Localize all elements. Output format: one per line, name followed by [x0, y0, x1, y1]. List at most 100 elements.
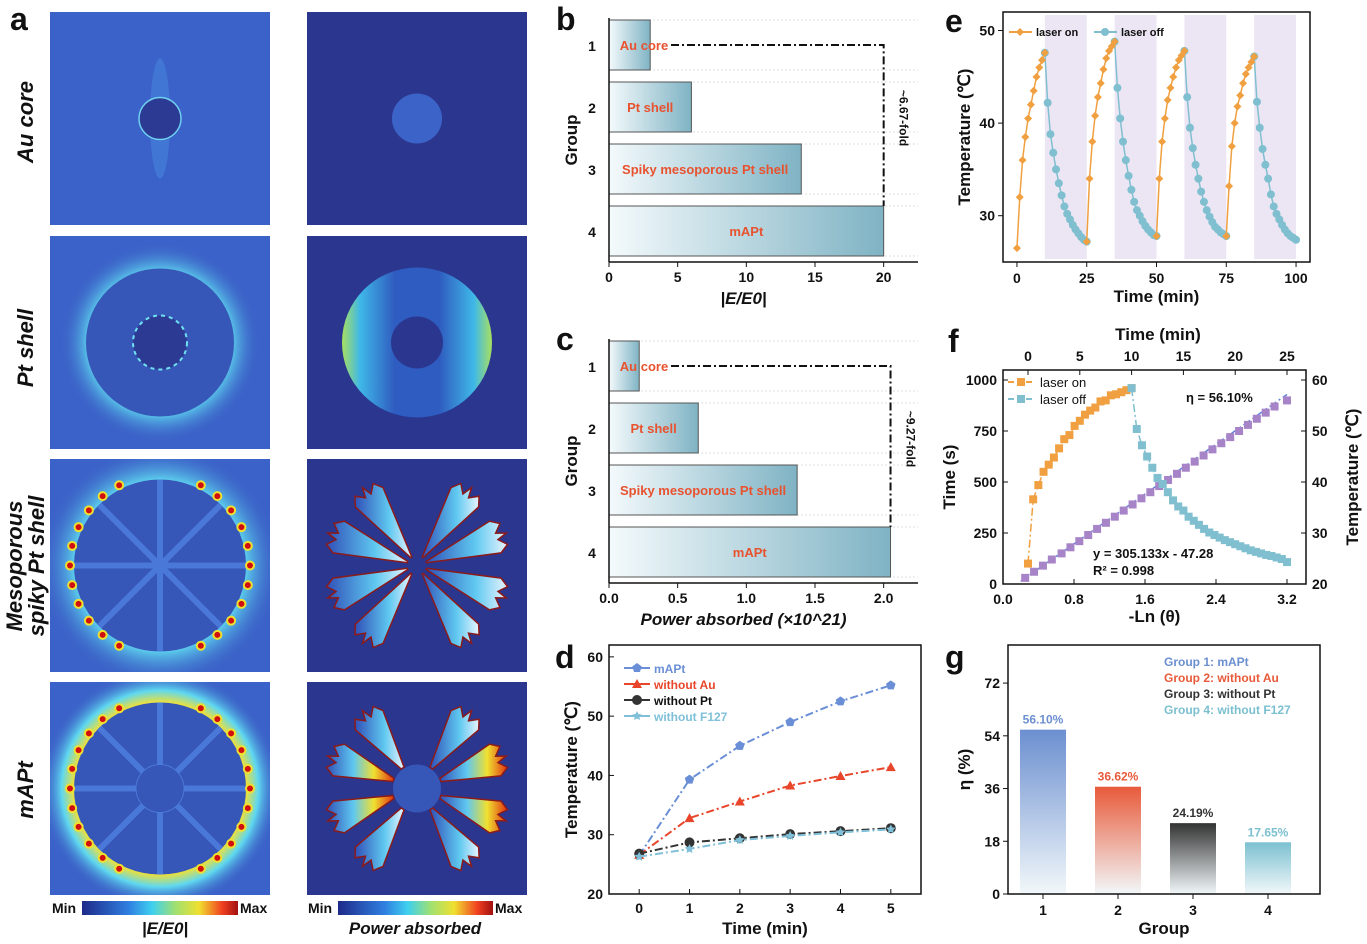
pore-channel — [97, 563, 163, 629]
top-x-tick-label: 25 — [1279, 348, 1295, 364]
marker-square — [1021, 573, 1030, 582]
marker-diamond — [1035, 63, 1044, 72]
marker-square — [1164, 475, 1173, 484]
marker-circle — [632, 695, 642, 705]
fit-equation: y = 305.133x - 47.28 — [1093, 546, 1213, 561]
marker-square — [1039, 467, 1048, 476]
spike-wedge — [354, 705, 405, 770]
marker-diamond — [1172, 63, 1181, 72]
hotspot — [67, 763, 78, 774]
hotspot — [245, 783, 255, 794]
marker-diamond — [1250, 52, 1259, 61]
x-tick-label: 0 — [605, 269, 613, 285]
legend-label: without Pt — [653, 694, 712, 708]
y-tick-label: 0 — [992, 886, 1000, 902]
x-tick-label: 2.4 — [1206, 591, 1226, 607]
x-tick-label: 25 — [1079, 270, 1095, 286]
spike-wedge — [325, 567, 409, 611]
marker-square — [1283, 396, 1291, 405]
marker-square — [1174, 502, 1183, 511]
marker-star — [886, 824, 896, 834]
spike-wedge — [421, 482, 480, 559]
right-y-axis-label: Temperature (℃) — [1343, 409, 1362, 546]
marker-square — [1075, 416, 1084, 425]
right-y-tick-label: 50 — [1312, 423, 1328, 439]
bar-label: Pt shell — [627, 100, 673, 115]
bar — [608, 464, 798, 516]
marker-triangle — [632, 679, 642, 688]
marker-square — [1261, 408, 1270, 417]
bar — [608, 143, 802, 195]
marker-square — [1060, 435, 1069, 444]
marker-square — [1235, 427, 1244, 435]
marker-square — [1017, 378, 1025, 386]
chart-g: 56.10% 1 36.62% 2 24.19% 3 17.65% 4 Group 1: mAP… — [955, 644, 1321, 938]
laser-off-point — [1119, 137, 1128, 146]
marker-diamond — [1026, 100, 1035, 109]
marker-square — [1163, 488, 1172, 497]
series-line — [639, 828, 891, 858]
marker-diamond — [1227, 142, 1236, 151]
y-tick-label: 50 — [587, 708, 603, 724]
marker-circle — [684, 837, 695, 848]
x-tick-label: 3 — [1189, 902, 1197, 918]
row-label-mesoporous: Mesoporous — [2, 501, 27, 632]
marker-square — [1127, 384, 1136, 393]
map-background — [307, 459, 527, 672]
y-tick-label: 1000 — [966, 372, 997, 388]
x-axis-label: Time (min) — [1114, 287, 1200, 306]
x-tick-label: 0.8 — [1064, 591, 1084, 607]
marker-square — [1190, 457, 1199, 466]
y-axis-label: Group — [562, 436, 581, 487]
map-content — [50, 459, 270, 672]
x-axis-label: |E/E0| — [720, 289, 766, 308]
bar-label: mAPt — [729, 224, 764, 239]
x-tick-label: 2 — [1114, 902, 1122, 918]
x-tick-label: 1.6 — [1135, 591, 1155, 607]
x-tick-label: 0.0 — [993, 591, 1013, 607]
x-tick-label: 75 — [1218, 270, 1234, 286]
row-label-pt-shell: Pt shell — [13, 308, 38, 387]
bar-label: Au core — [620, 359, 668, 374]
legend-label-laser-off: laser off — [1040, 392, 1086, 407]
marker-triangle — [684, 813, 695, 823]
top-x-tick-label: 5 — [1076, 348, 1084, 364]
x-tick-label: 2.0 — [874, 590, 894, 606]
marker-star — [634, 851, 644, 861]
marker-square — [1158, 480, 1167, 489]
marker-square — [1047, 555, 1056, 564]
y-axis-label: Time (s) — [940, 445, 959, 510]
legend-label-laser-on: laser on — [1040, 375, 1086, 390]
bar-value-label: 17.65% — [1248, 825, 1289, 839]
marker-square — [1241, 544, 1250, 553]
spike-wedge — [354, 482, 413, 559]
marker-square — [1091, 403, 1100, 412]
marker-diamond — [1236, 91, 1245, 100]
y-tick-label: 36 — [984, 781, 1000, 797]
efficiency-annotation: η = 56.10% — [1186, 390, 1253, 405]
marker-diamond — [1239, 79, 1248, 88]
map-content — [50, 682, 270, 895]
marker-square — [1143, 452, 1152, 461]
marker-diamond — [1018, 156, 1027, 165]
marker-square — [1277, 555, 1286, 564]
marker-square — [1075, 537, 1084, 546]
y-tick-label: 72 — [984, 675, 1000, 691]
chart-b: Au core 1 Pt shell 2 Spiky mesoporous Pt she… — [562, 18, 918, 308]
panel-label-a: a — [10, 1, 28, 37]
bar — [608, 402, 699, 454]
marker-diamond — [1180, 46, 1189, 55]
laser-off-point — [1269, 202, 1278, 211]
marker-square — [1208, 445, 1217, 454]
legend-label: without Au — [653, 678, 716, 692]
hotspot — [83, 728, 94, 739]
marker-diamond — [1015, 193, 1024, 202]
hotspot — [226, 615, 237, 626]
laser-off-point — [1057, 191, 1066, 200]
marker-pentagon — [632, 663, 642, 673]
sim-map-row4-power — [307, 682, 527, 895]
marker-square — [1044, 460, 1053, 469]
marker-diamond — [1233, 102, 1242, 111]
marker-square — [1030, 567, 1039, 576]
